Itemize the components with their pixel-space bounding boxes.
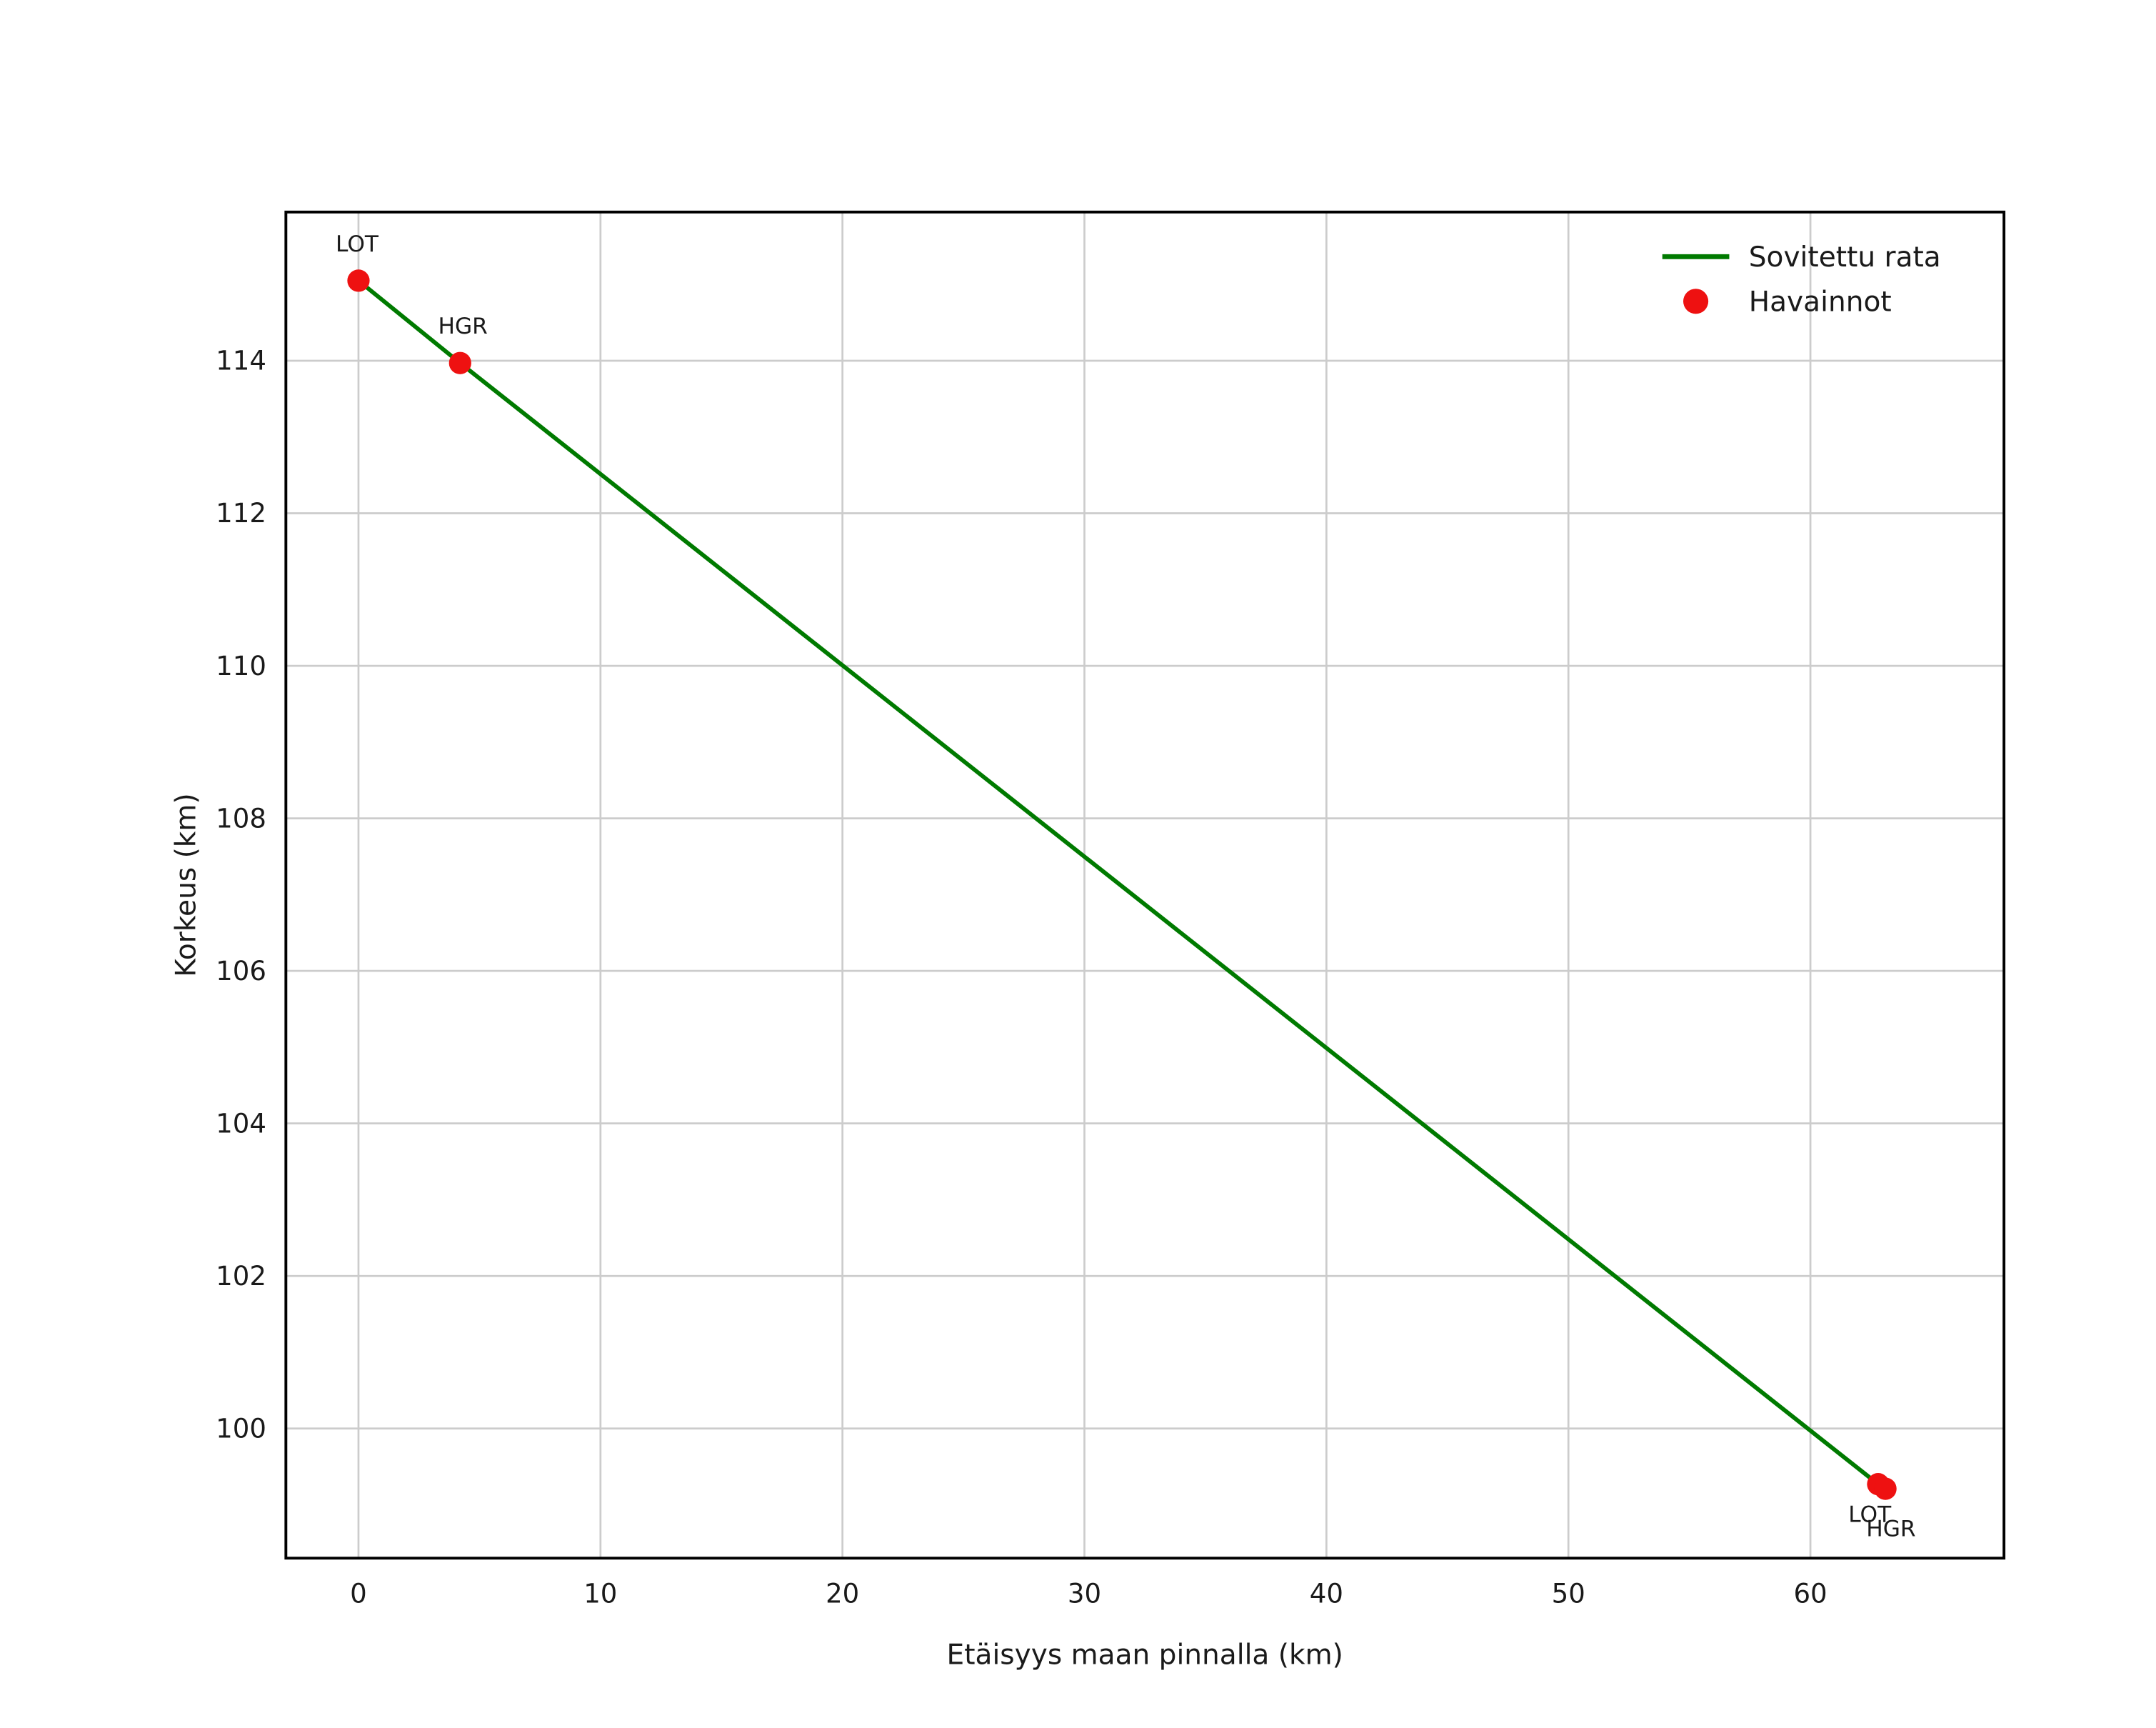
point-label: LOT bbox=[336, 231, 379, 257]
y-axis-label: Korkeus (km) bbox=[170, 793, 202, 977]
x-tick-label: 50 bbox=[1552, 1579, 1585, 1609]
x-tick-label: 10 bbox=[583, 1579, 617, 1609]
legend-marker-sample bbox=[1683, 289, 1709, 314]
x-tick-label: 60 bbox=[1793, 1579, 1827, 1609]
plot-border bbox=[284, 210, 2006, 1560]
point-label: HGR bbox=[438, 314, 487, 339]
fit-line bbox=[356, 278, 1888, 1492]
point-label: LOT bbox=[1848, 1502, 1892, 1527]
x-tick-label: 30 bbox=[1068, 1579, 1101, 1609]
x-tick-label: 0 bbox=[350, 1579, 367, 1609]
data-point bbox=[448, 351, 471, 374]
legend-label: Havainnot bbox=[1749, 286, 1892, 318]
x-tick-label: 20 bbox=[826, 1579, 859, 1609]
y-tick-label: 102 bbox=[216, 1261, 266, 1292]
y-tick-label: 112 bbox=[216, 498, 266, 529]
x-tick-label: 40 bbox=[1310, 1579, 1343, 1609]
y-tick-label: 114 bbox=[216, 346, 266, 376]
legend-label: Sovitettu rata bbox=[1749, 241, 1941, 274]
y-tick-label: 108 bbox=[216, 803, 266, 834]
point-label: HGR bbox=[1866, 1516, 1915, 1542]
x-axis-label: Etäisyys maan pinnalla (km) bbox=[947, 1639, 1343, 1672]
y-tick-label: 104 bbox=[216, 1108, 266, 1139]
data-point bbox=[347, 269, 370, 292]
y-tick-label: 110 bbox=[216, 651, 266, 681]
data-point bbox=[1874, 1477, 1897, 1500]
y-tick-label: 100 bbox=[216, 1413, 266, 1444]
y-tick-label: 106 bbox=[216, 956, 266, 987]
